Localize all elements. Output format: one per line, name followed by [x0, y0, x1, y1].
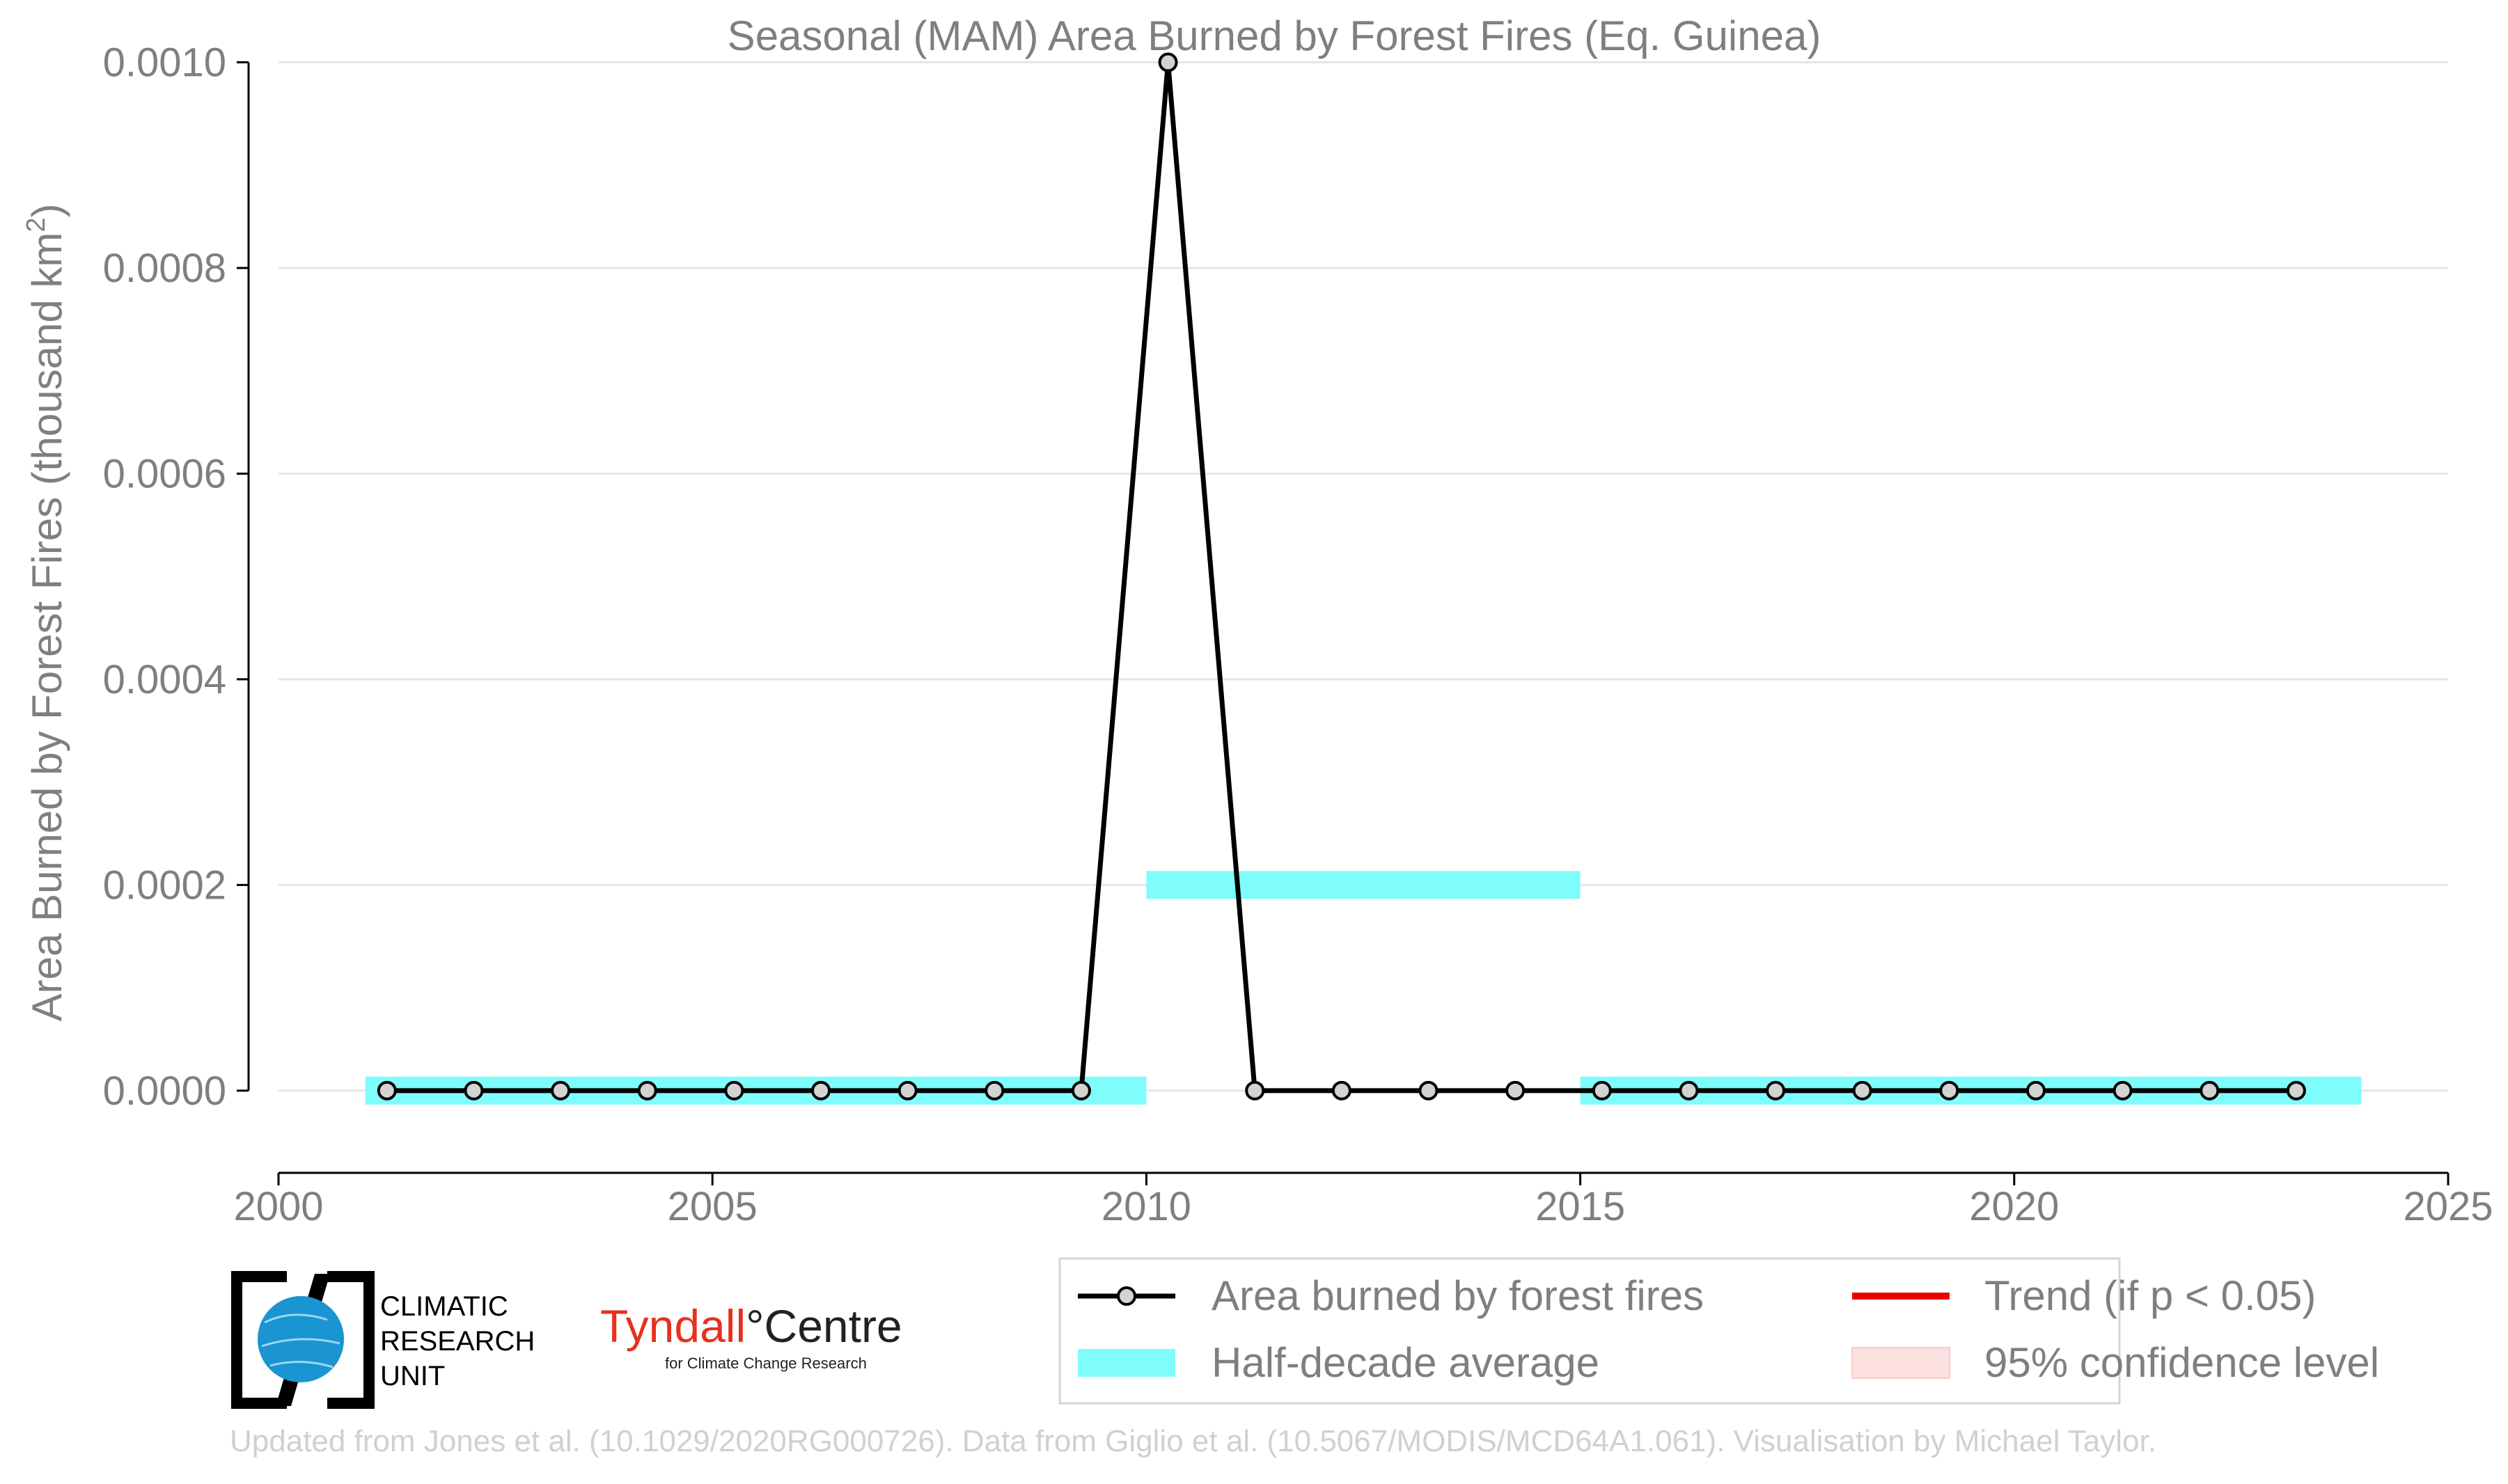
- data-point: [377, 1080, 397, 1100]
- legend-box: [1058, 1257, 2121, 1405]
- legend-label-area-burned: Area burned by forest fires: [1212, 1272, 1704, 1319]
- tyndall-wordmark: Tyndall°Centre: [600, 1300, 902, 1352]
- data-point: [1331, 1080, 1351, 1100]
- data-point: [637, 1080, 657, 1100]
- tyndall-degree: °: [746, 1300, 764, 1352]
- data-point: [2200, 1080, 2220, 1100]
- y-tick-label: 0.0000: [103, 1068, 226, 1114]
- y-axis-label-text: Area Burned by Forest Fires (thousand km: [24, 232, 70, 1022]
- cru-text-line2: RESEARCH: [380, 1326, 535, 1357]
- data-point: [464, 1080, 484, 1100]
- legend-label-confidence: 95% confidence level: [1984, 1339, 2379, 1386]
- legend-label-half-decade: Half-decade average: [1212, 1339, 1599, 1386]
- legend-half-decade-icon: [1078, 1349, 1175, 1377]
- y-tick-label: 0.0010: [103, 40, 226, 86]
- x-tick-label: 2025: [2403, 1184, 2493, 1229]
- x-tick-label: 2020: [1969, 1184, 2059, 1229]
- data-point: [1592, 1080, 1612, 1100]
- y-tick-label: 0.0002: [103, 862, 226, 908]
- half-decade-average-band: [1146, 871, 1581, 899]
- data-point: [551, 1080, 571, 1100]
- y-axis-label-close: ): [24, 204, 70, 218]
- data-point: [1158, 52, 1178, 72]
- data-point: [2025, 1080, 2046, 1100]
- data-point: [811, 1080, 831, 1100]
- data-point: [1852, 1080, 1872, 1100]
- x-tick-label: 2005: [668, 1184, 758, 1229]
- data-point: [1505, 1080, 1526, 1100]
- series-line: [386, 62, 2296, 1094]
- cru-logo: CLIMATIC RESEARCH UNIT: [231, 1271, 535, 1409]
- footer-credit: Updated from Jones et al. (10.1029/2020R…: [230, 1424, 2156, 1458]
- y-tick-label: 0.0008: [103, 246, 226, 291]
- legend-label-trend: Trend (if p < 0.05): [1984, 1272, 2316, 1319]
- y-tick-label: 0.0004: [103, 657, 226, 702]
- data-point: [1245, 1080, 1265, 1100]
- legend: Area burned by forest fires Trend (if p …: [1058, 1257, 2379, 1405]
- tyndall-name-b: Centre: [765, 1300, 902, 1352]
- legend-marker-icon: [1117, 1286, 1136, 1306]
- data-point: [1766, 1080, 1786, 1100]
- y-axis-label-superscript: 2: [22, 218, 51, 232]
- cru-text-line1: CLIMATIC: [380, 1291, 508, 1322]
- tyndall-subtitle: for Climate Change Research: [665, 1355, 867, 1372]
- data-point: [2113, 1080, 2133, 1100]
- data-point: [985, 1080, 1005, 1100]
- half-decade-average-bands: [365, 871, 2362, 1105]
- x-tick-label: 2000: [233, 1184, 323, 1229]
- chart-title: Seasonal (MAM) Area Burned by Forest Fir…: [728, 13, 1821, 59]
- data-point: [1071, 1080, 1091, 1100]
- data-point: [898, 1080, 918, 1100]
- data-point: [1679, 1080, 1699, 1100]
- x-tick-label: 2015: [1535, 1184, 1625, 1229]
- data-point: [2286, 1080, 2306, 1100]
- gridlines: [279, 61, 2448, 1092]
- data-point: [1939, 1080, 1959, 1100]
- data-point: [724, 1080, 744, 1100]
- cru-globe-icon: [231, 1271, 375, 1409]
- series-layer: [377, 52, 2306, 1100]
- x-axis: 2000 2005 2010 2015 2020 2025: [233, 1171, 2493, 1229]
- legend-confidence-icon: [1851, 1347, 1950, 1379]
- y-axis: 0.0000 0.0002 0.0004 0.0006 0.0008 0.0010: [103, 40, 250, 1114]
- cru-text-line3: UNIT: [380, 1361, 445, 1391]
- x-tick-label: 2010: [1102, 1184, 1191, 1229]
- data-point: [1418, 1080, 1439, 1100]
- y-axis-label: Area Burned by Forest Fires (thousand km…: [22, 204, 70, 1022]
- y-tick-label: 0.0006: [103, 451, 226, 496]
- tyndall-logo: Tyndall°Centre for Climate Change Resear…: [600, 1300, 902, 1372]
- tyndall-name-a: Tyndall: [600, 1300, 746, 1352]
